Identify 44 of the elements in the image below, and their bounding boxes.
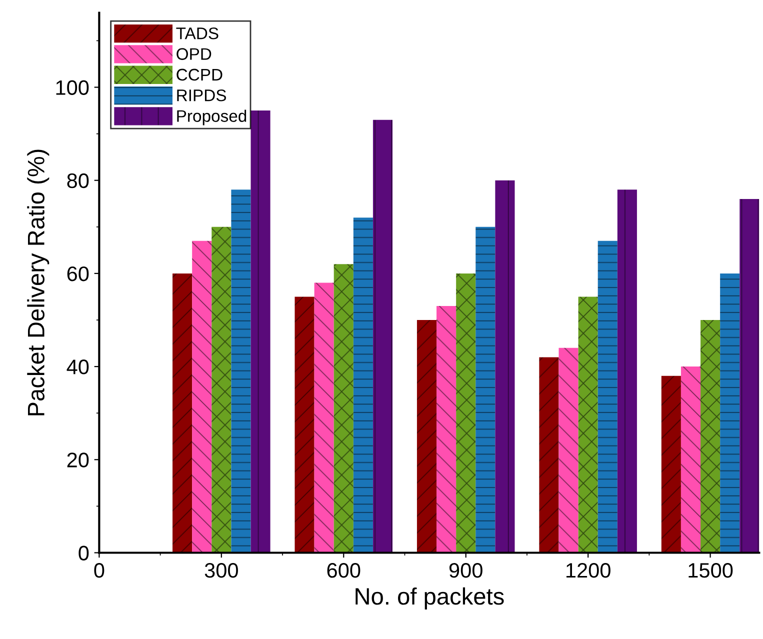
bar <box>578 296 598 553</box>
bar <box>192 240 212 553</box>
bar <box>539 357 559 553</box>
bar <box>334 264 354 553</box>
x-tick-label: 300 <box>204 563 238 578</box>
legend-label: OPD <box>176 48 212 60</box>
bar <box>231 190 251 553</box>
bar <box>172 273 192 553</box>
y-tick-label: 40 <box>66 360 89 374</box>
x-axis-title: No. of packets <box>356 587 504 610</box>
bar <box>700 320 720 553</box>
bar <box>740 198 760 553</box>
bar <box>372 120 393 553</box>
bar <box>436 306 456 553</box>
legend-label: RIPDS <box>177 89 226 102</box>
bar <box>598 240 618 553</box>
legend-label: CCPD <box>176 68 222 81</box>
y-axis-title: Packet Delivery Ratio (%) <box>27 150 50 416</box>
bar <box>416 320 437 553</box>
legend-label: Proposed <box>177 110 246 126</box>
bar <box>212 226 232 553</box>
bar <box>495 180 515 553</box>
bar <box>720 273 740 553</box>
y-tick-label: 80 <box>67 173 89 188</box>
bar <box>250 110 270 553</box>
bar <box>476 226 496 553</box>
bar <box>353 218 373 553</box>
bar <box>294 296 314 553</box>
x-tick-label: 1200 <box>566 563 610 578</box>
x-tick-label: 900 <box>449 563 482 578</box>
y-tick-label: 0 <box>78 546 89 560</box>
legend-label: TADS <box>176 27 218 40</box>
bar <box>558 348 578 553</box>
bar <box>680 366 701 553</box>
bar <box>314 282 334 553</box>
x-tick-label: 0 <box>94 563 104 578</box>
x-tick-label: 600 <box>327 563 360 578</box>
x-tick-label: 1500 <box>688 563 733 578</box>
bar <box>661 376 681 553</box>
y-tick-label: 20 <box>67 452 89 468</box>
y-tick-label: 100 <box>56 80 89 96</box>
bar <box>456 273 476 553</box>
y-tick-label: 60 <box>67 266 89 282</box>
bar <box>617 190 637 553</box>
